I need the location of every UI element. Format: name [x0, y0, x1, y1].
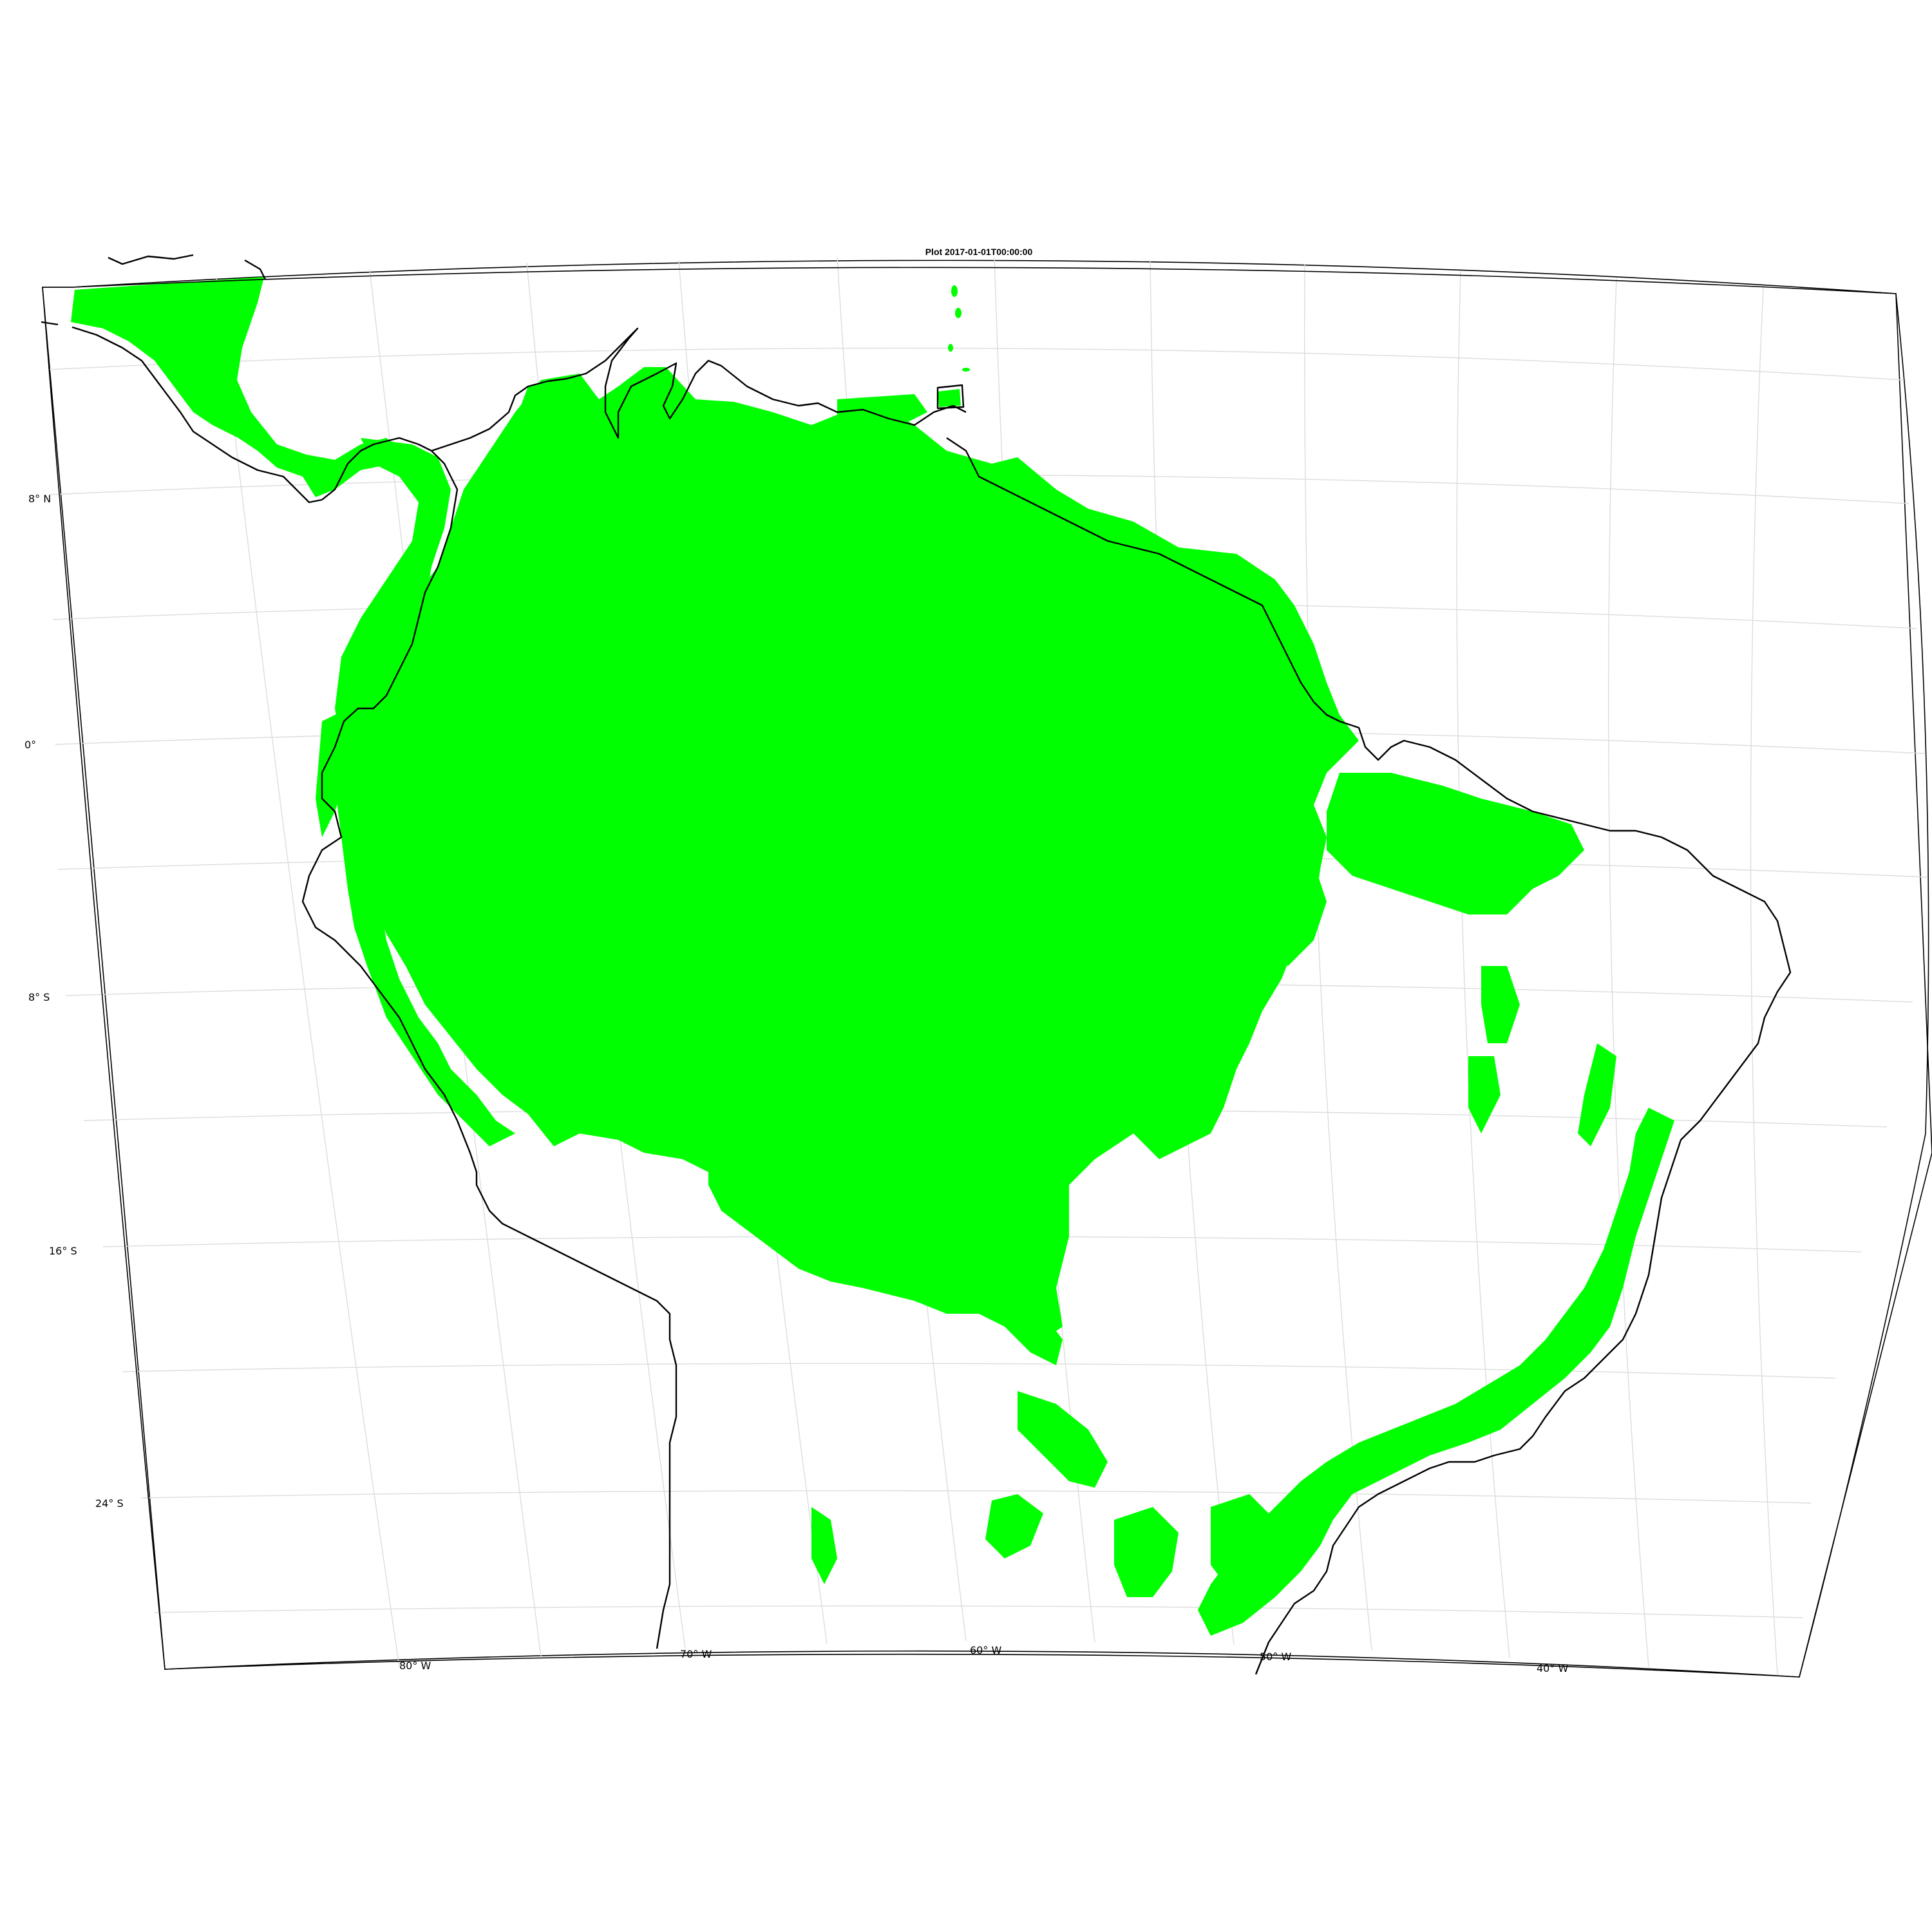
- vegetation-chaco: [811, 1507, 837, 1584]
- vegetation-guiana-shield: [708, 451, 1301, 766]
- lat-label-8s: 8° S: [28, 991, 50, 1003]
- vegetation-parana-basin: [1114, 1507, 1179, 1597]
- vegetation-central-america: [71, 277, 429, 497]
- coastline-central-america: [41, 254, 432, 504]
- vegetation-islet: [951, 285, 958, 297]
- lat-label-8n: 8° N: [28, 493, 51, 505]
- vegetation-ecuador-coast: [316, 708, 361, 837]
- lon-label-40w: 40° W: [1537, 1662, 1568, 1674]
- map-frame: [42, 267, 1929, 1678]
- vegetation-northern-andes: [386, 380, 599, 721]
- latitude-labels: 8° N 0° 8° S 16° S 24° S: [24, 493, 124, 1510]
- vegetation-venezuela-coast: [837, 394, 927, 425]
- map-title: Plot 2017-01-01T00:00:00: [925, 247, 1033, 257]
- lon-label-80w: 80° W: [399, 1660, 431, 1672]
- lat-label-0: 0°: [24, 739, 36, 751]
- vegetation-bahia-strip: [1578, 1043, 1616, 1146]
- vegetation-atlantic-forest: [1198, 1108, 1674, 1636]
- vegetation-maranhao: [1327, 773, 1584, 914]
- vegetation-trinidad: [938, 389, 961, 407]
- lon-label-60w: 60° W: [970, 1644, 1001, 1656]
- vegetation-cover-layer: [71, 277, 1674, 1636]
- vegetation-islet: [955, 308, 961, 318]
- vegetation-goias: [1468, 1056, 1501, 1133]
- map-frame-background: [42, 260, 1932, 1678]
- lat-label-16s: 16° S: [49, 1245, 77, 1257]
- coastline-north-south-america: [301, 450, 677, 1649]
- coastline-layer: [41, 254, 1792, 1675]
- vegetation-paraguay: [1018, 1391, 1108, 1488]
- longitude-labels: 80° W 70° W 60° W 50° W 40° W: [399, 1644, 1568, 1674]
- vegetation-islet: [948, 344, 953, 352]
- vegetation-para-east: [1236, 837, 1327, 966]
- coastline-caribbean: [431, 327, 967, 452]
- vegetation-andes-west: [335, 696, 515, 1146]
- lon-label-50w: 50° W: [1260, 1651, 1291, 1663]
- coastline-guianas-brazil: [946, 437, 1792, 1675]
- coastline-trinidad: [936, 384, 965, 410]
- vegetation-misiones: [985, 1494, 1043, 1558]
- lat-label-24s: 24° S: [95, 1497, 124, 1510]
- vegetation-panama: [335, 438, 451, 773]
- lon-label-70w: 70° W: [680, 1648, 712, 1660]
- vegetation-bolivia: [708, 1159, 1063, 1365]
- vegetation-tocantins: [1481, 966, 1520, 1043]
- vegetation-south-patches: [1211, 1494, 1282, 1591]
- vegetation-islet: [962, 368, 970, 372]
